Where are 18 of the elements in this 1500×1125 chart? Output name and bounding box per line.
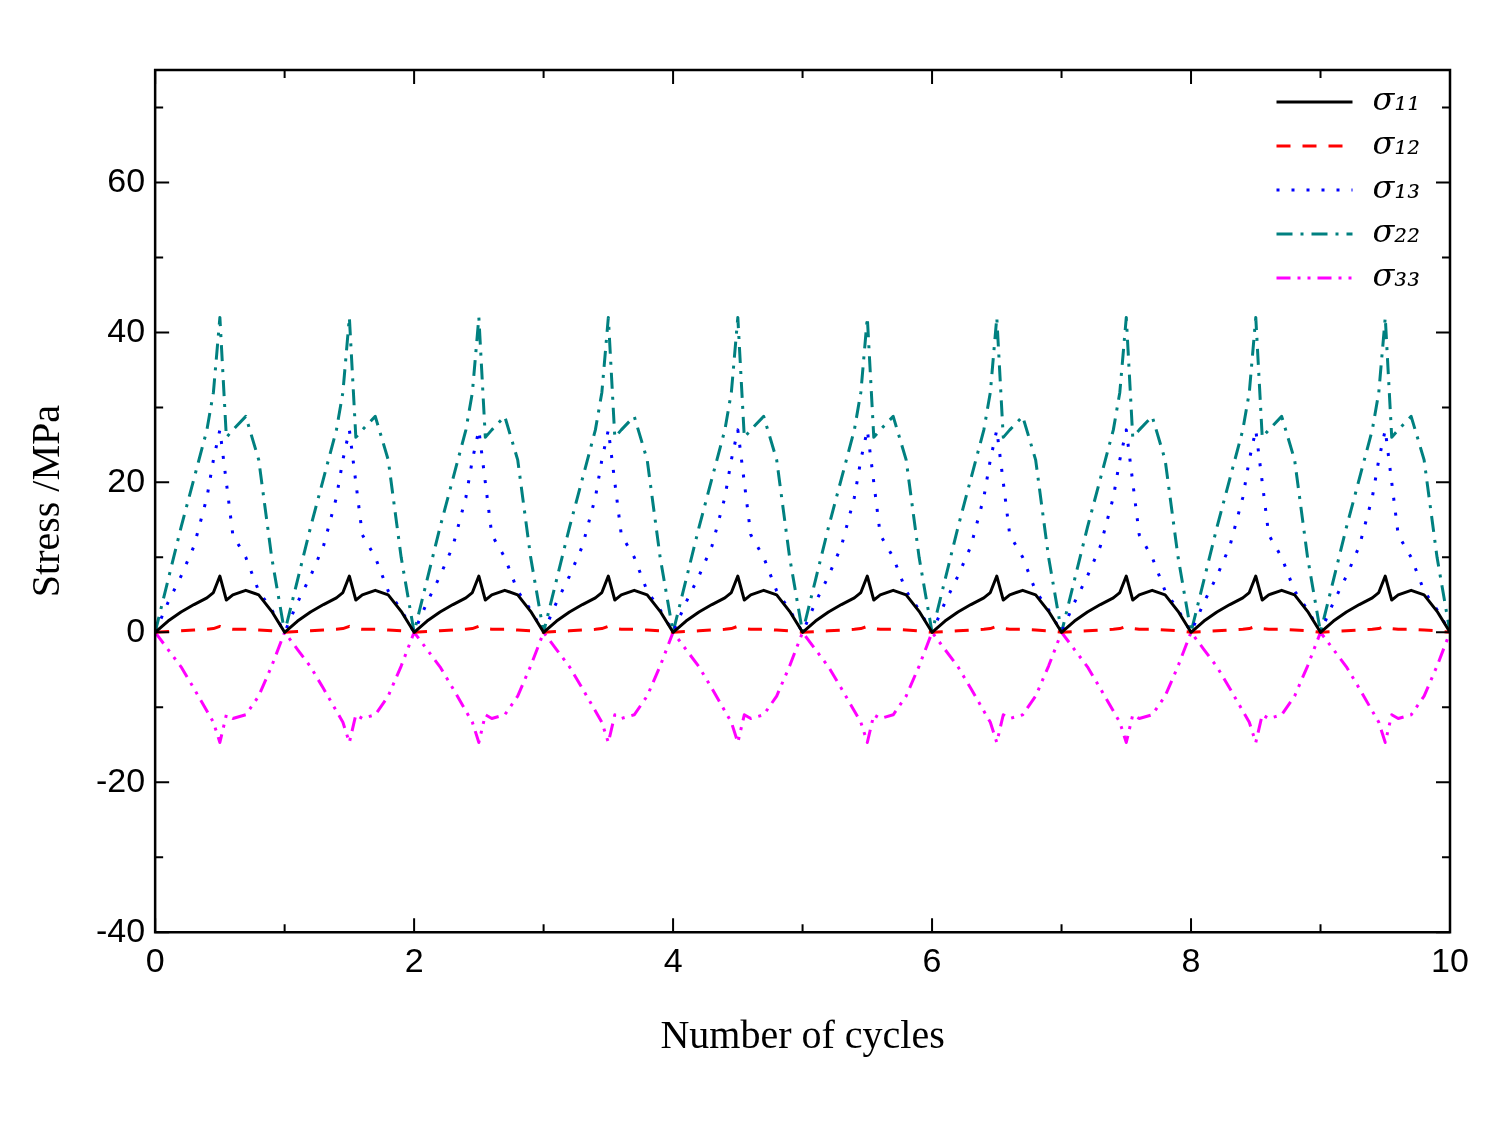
legend-label: σ₁₁ — [1372, 80, 1420, 119]
y-tick-label: 0 — [126, 610, 146, 649]
y-axis-title: Stress /MPa — [22, 404, 68, 598]
legend-label: σ₁₃ — [1372, 168, 1420, 207]
y-tick-label: 60 — [107, 160, 146, 199]
legend-label: σ₃₃ — [1372, 256, 1420, 295]
x-axis-title: Number of cycles — [660, 1011, 945, 1057]
x-tick-label: 2 — [404, 940, 424, 979]
x-tick-label: 6 — [922, 940, 942, 979]
x-tick-label: 10 — [1431, 940, 1469, 979]
y-tick-label: -20 — [96, 760, 146, 799]
x-tick-label: 4 — [663, 940, 683, 979]
y-tick-label: 40 — [107, 310, 146, 349]
legend-label: σ₁₂ — [1372, 124, 1420, 163]
x-tick-label: 8 — [1181, 940, 1201, 979]
legend-label: σ₂₂ — [1372, 212, 1420, 251]
y-tick-label: 20 — [107, 460, 146, 499]
y-tick-label: -40 — [96, 910, 146, 949]
